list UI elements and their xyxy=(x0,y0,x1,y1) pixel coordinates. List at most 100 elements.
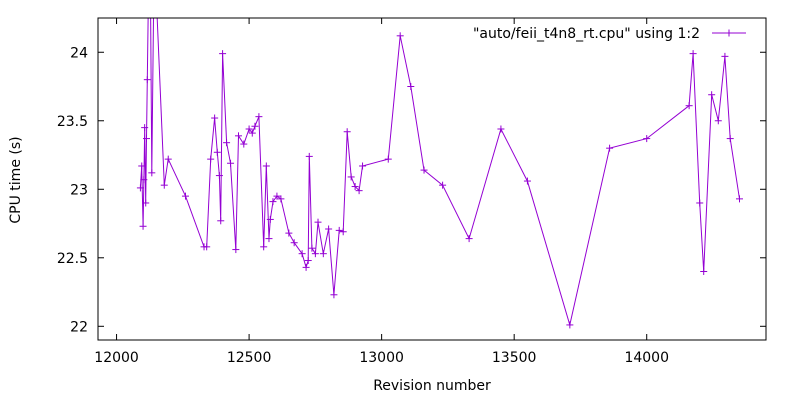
data-point xyxy=(219,50,227,58)
data-point xyxy=(148,169,156,177)
x-tick-label: 14000 xyxy=(624,350,669,366)
data-point xyxy=(223,139,231,147)
data-point xyxy=(305,152,313,160)
data-point xyxy=(151,0,158,1)
data-point xyxy=(407,83,415,91)
data-point xyxy=(721,52,729,60)
data-point xyxy=(266,215,274,223)
data-point xyxy=(248,129,256,137)
data-point xyxy=(217,217,225,225)
data-point xyxy=(142,199,150,207)
data-point xyxy=(355,187,363,195)
data-point xyxy=(277,195,285,203)
data-point xyxy=(245,125,253,133)
data-point xyxy=(139,222,147,230)
y-tick-label: 22.5 xyxy=(57,251,88,267)
data-point xyxy=(384,155,392,163)
data-point xyxy=(262,162,270,170)
data-point xyxy=(330,291,338,299)
data-point xyxy=(304,257,312,265)
data-point xyxy=(255,113,263,121)
data-point xyxy=(265,235,273,243)
data-point xyxy=(232,246,240,254)
y-tick-label: 22 xyxy=(70,319,88,335)
data-point xyxy=(696,199,704,207)
data-point xyxy=(227,159,235,167)
data-point xyxy=(147,0,154,1)
data-point xyxy=(213,148,221,156)
data-point xyxy=(523,177,531,185)
y-axis-label: CPU time (s) xyxy=(8,136,24,223)
plot-marks xyxy=(136,0,743,329)
legend: "auto/feii_t4n8_rt.cpu" using 1:2 xyxy=(473,26,746,42)
y-axis: 22 22.5 23 23.5 24 xyxy=(57,45,766,335)
data-point xyxy=(240,140,248,148)
data-point xyxy=(181,192,189,200)
data-point xyxy=(689,50,697,58)
data-point xyxy=(146,0,153,1)
data-point xyxy=(215,172,223,180)
x-tick-label: 13500 xyxy=(492,350,537,366)
data-point xyxy=(351,183,359,191)
data-point xyxy=(339,228,347,236)
data-point xyxy=(439,181,447,189)
data-point xyxy=(141,124,149,132)
data-point xyxy=(708,91,716,99)
data-point xyxy=(290,239,298,247)
data-point xyxy=(606,144,614,152)
data-point xyxy=(136,184,144,192)
data-point xyxy=(359,162,367,170)
data-point xyxy=(143,76,151,84)
data-point xyxy=(140,176,148,184)
data-point xyxy=(260,243,268,251)
data-point xyxy=(465,235,473,243)
legend-label: "auto/feii_t4n8_rt.cpu" using 1:2 xyxy=(473,26,700,42)
data-point xyxy=(160,181,168,189)
data-point xyxy=(311,250,319,258)
data-point xyxy=(420,166,428,174)
data-point xyxy=(138,162,146,170)
data-point xyxy=(203,243,211,251)
data-point xyxy=(164,155,172,163)
data-point xyxy=(269,198,277,206)
data-point xyxy=(325,225,333,233)
data-point xyxy=(143,135,151,143)
data-point xyxy=(396,32,404,40)
data-point xyxy=(314,218,322,226)
data-point xyxy=(343,128,351,136)
data-point xyxy=(285,229,293,237)
x-tick-label: 12000 xyxy=(94,350,139,366)
data-point xyxy=(207,155,215,163)
data-point xyxy=(714,117,722,125)
data-point xyxy=(566,321,574,329)
data-point xyxy=(735,195,743,203)
legend-marker xyxy=(725,29,733,37)
data-point xyxy=(497,125,505,133)
y-tick-label: 23 xyxy=(70,182,88,198)
data-point xyxy=(685,102,693,110)
data-point xyxy=(273,192,281,200)
x-tick-label: 12500 xyxy=(227,350,272,366)
data-point xyxy=(308,244,316,252)
data-point xyxy=(153,0,160,1)
x-axis: 12000 12500 13000 13500 14000 xyxy=(94,18,669,366)
data-point xyxy=(700,267,708,275)
data-point xyxy=(302,263,310,271)
data-point xyxy=(319,250,327,258)
y-tick-label: 23.5 xyxy=(57,114,88,130)
data-point xyxy=(347,173,355,181)
data-point xyxy=(726,135,734,143)
y-tick-label: 24 xyxy=(70,45,88,61)
data-point xyxy=(145,0,152,1)
data-point xyxy=(234,132,242,140)
data-point xyxy=(335,226,343,234)
data-point xyxy=(251,122,259,130)
data-point xyxy=(150,0,157,1)
data-point xyxy=(211,114,219,122)
data-point xyxy=(298,250,306,258)
x-tick-label: 13000 xyxy=(359,350,404,366)
plot-frame xyxy=(97,17,767,341)
data-point xyxy=(643,135,651,143)
x-axis-label: Revision number xyxy=(373,378,491,394)
